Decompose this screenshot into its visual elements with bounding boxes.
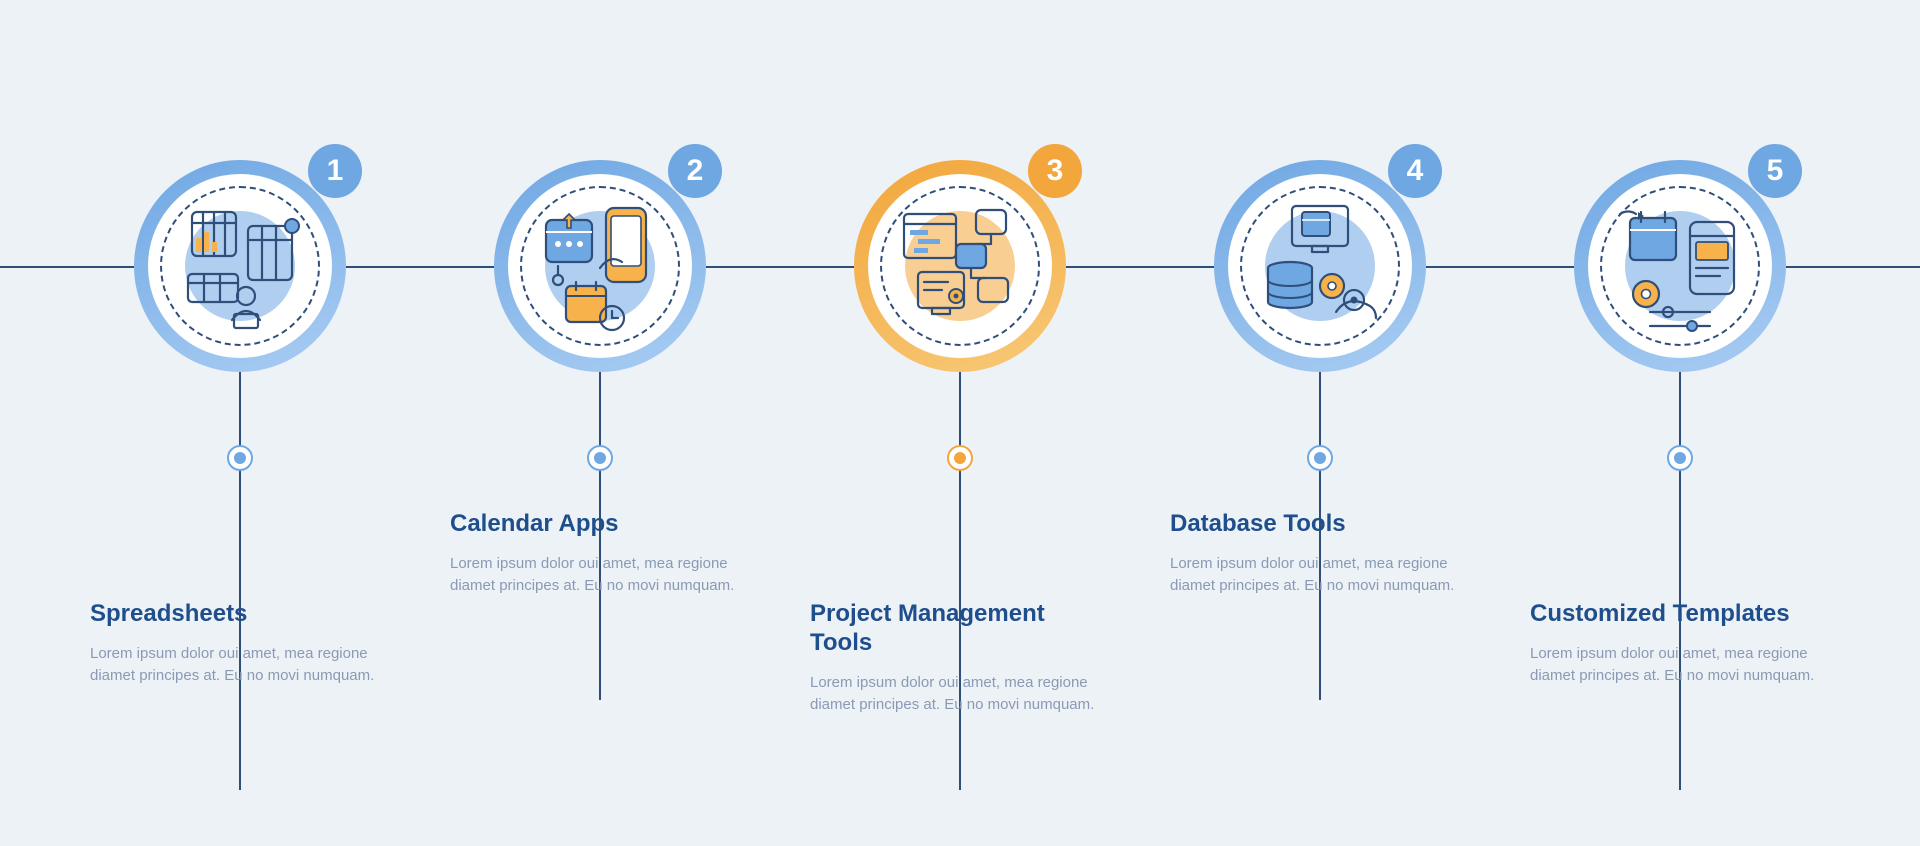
calendar-apps-icon [508,174,692,358]
step-circle-ring [494,160,706,372]
step-number-badge: 3 [1028,144,1082,198]
step-number: 4 [1407,154,1424,188]
connector-dot [947,445,973,471]
step-circle-inner [148,174,332,358]
step-description: Lorem ipsum dolor oui amet, mea regione … [1530,643,1830,688]
step-circle-inner [1588,174,1772,358]
step-description: Lorem ipsum dolor oui amet, mea regione … [1170,553,1470,598]
step-number: 1 [327,154,344,188]
project-management-icon [868,174,1052,358]
step-title: Project Management Tools [810,600,1110,658]
vertical-connector-line [239,370,241,790]
step-text-block: Spreadsheets Lorem ipsum dolor oui amet,… [90,600,390,688]
step-circle-ring [1574,160,1786,372]
steps-row: 1 Spreadsheets Lorem ipsum dolor oui ame… [0,0,1920,846]
step-number: 5 [1767,154,1784,188]
step-title: Customized Templates [1530,600,1830,629]
step-number-badge: 2 [668,144,722,198]
connector-dot [1667,445,1693,471]
step-circle: 4 [1214,160,1426,372]
step-number-badge: 1 [308,144,362,198]
vertical-connector-line [959,370,961,790]
vertical-connector-line [1679,370,1681,790]
infographic-step: 5 Customized Templates Lorem ipsum dolor… [1560,0,1800,846]
connector-dot-core [954,452,966,464]
step-text-block: Database Tools Lorem ipsum dolor oui ame… [1170,510,1470,598]
connector-dot [1307,445,1333,471]
step-circle-inner [508,174,692,358]
infographic-step: 1 Spreadsheets Lorem ipsum dolor oui ame… [120,0,360,846]
connector-dot [227,445,253,471]
step-description: Lorem ipsum dolor oui amet, mea regione … [90,643,390,688]
step-text-block: Customized Templates Lorem ipsum dolor o… [1530,600,1830,688]
connector-dot-core [594,452,606,464]
step-title: Database Tools [1170,510,1470,539]
infographic-step: 2 Calendar Apps Lorem ipsum dolor oui am… [480,0,720,846]
step-text-block: Project Management Tools Lorem ipsum dol… [810,600,1110,717]
step-title: Spreadsheets [90,600,390,629]
step-circle-inner [868,174,1052,358]
connector-dot-core [1314,452,1326,464]
step-circle-inner [1228,174,1412,358]
step-title: Calendar Apps [450,510,750,539]
step-circle: 3 [854,160,1066,372]
step-circle-ring [854,160,1066,372]
infographic-step: 3 Project Management Tools Lorem ipsum d… [840,0,1080,846]
step-number-badge: 4 [1388,144,1442,198]
step-circle-ring [134,160,346,372]
step-description: Lorem ipsum dolor oui amet, mea regione … [450,553,750,598]
step-text-block: Calendar Apps Lorem ipsum dolor oui amet… [450,510,750,598]
step-description: Lorem ipsum dolor oui amet, mea regione … [810,672,1110,717]
infographic-step: 4 Database Tools Lorem ipsum dolor oui a… [1200,0,1440,846]
connector-dot-core [1674,452,1686,464]
step-circle-ring [1214,160,1426,372]
customized-templates-icon [1588,174,1772,358]
step-circle: 5 [1574,160,1786,372]
database-tools-icon [1228,174,1412,358]
step-circle: 2 [494,160,706,372]
step-number: 2 [687,154,704,188]
infographic-canvas: 1 Spreadsheets Lorem ipsum dolor oui ame… [0,0,1920,846]
spreadsheets-icon [148,174,332,358]
connector-dot [587,445,613,471]
connector-dot-core [234,452,246,464]
step-number-badge: 5 [1748,144,1802,198]
step-circle: 1 [134,160,346,372]
step-number: 3 [1047,154,1064,188]
